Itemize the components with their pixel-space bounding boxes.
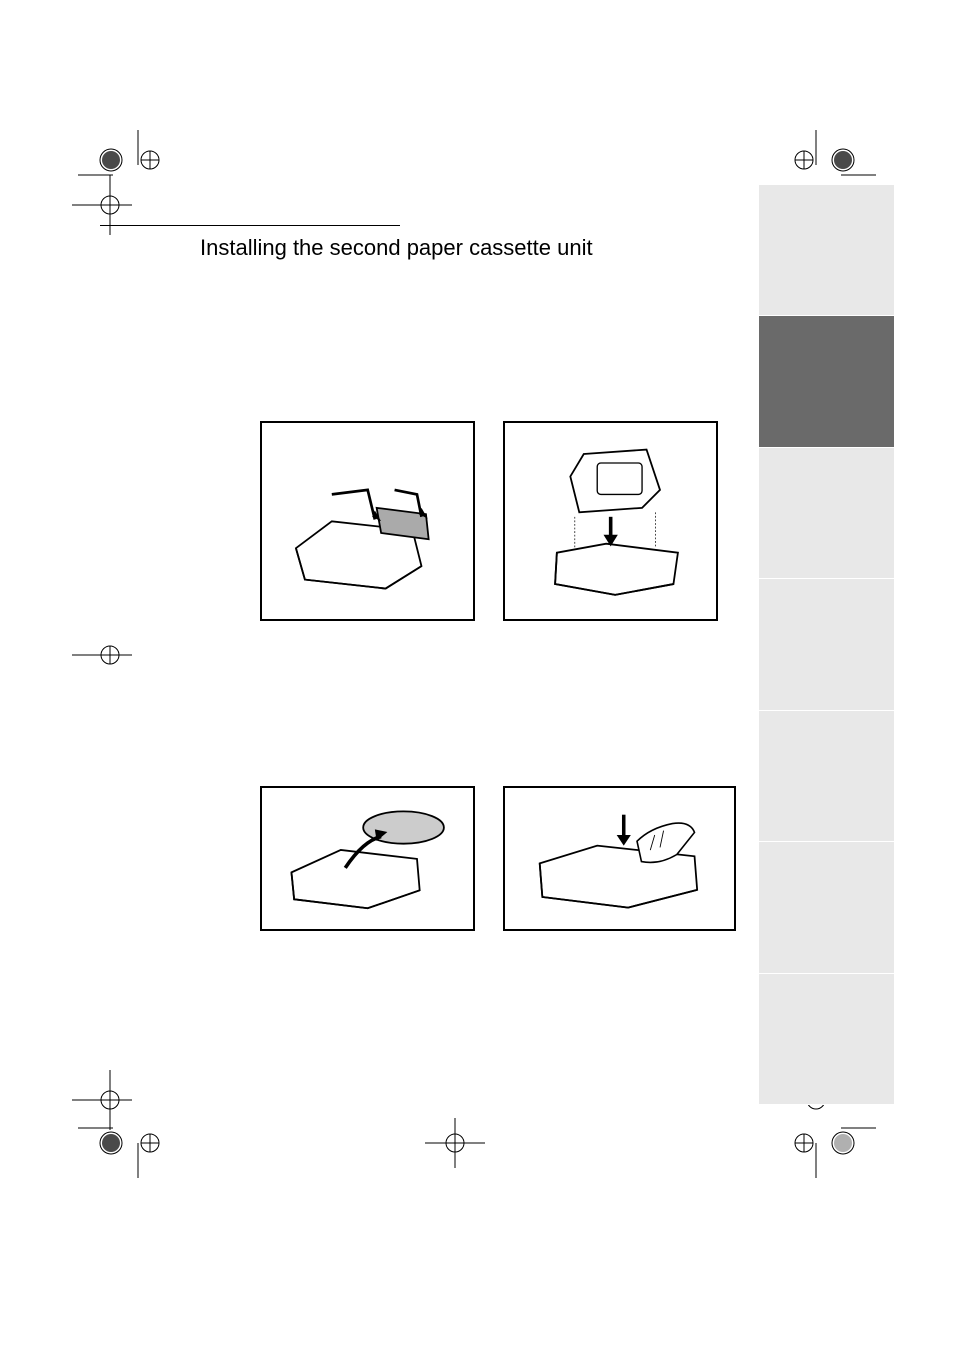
tab-1 [759, 185, 894, 316]
tab-4 [759, 579, 894, 710]
tab-6 [759, 842, 894, 973]
figure-row-2 [260, 786, 750, 931]
figure-1-cassette-cover [260, 421, 475, 621]
section-title: Installing the second paper cassette uni… [200, 235, 750, 261]
figure-2-printer-lowering [503, 421, 718, 621]
tab-5 [759, 711, 894, 842]
figure-4-hand-pressing [503, 786, 736, 931]
registration-mark-br [786, 1108, 876, 1198]
section-tabs-sidebar [759, 185, 894, 1105]
tab-2-active [759, 316, 894, 447]
page-content: Installing the second paper cassette uni… [100, 180, 750, 931]
figure-row-1 [260, 421, 750, 621]
registration-mark-bc [425, 1118, 485, 1178]
tab-7 [759, 974, 894, 1105]
registration-mark-bl [78, 1108, 168, 1198]
tab-3 [759, 448, 894, 579]
figure-3-lid-removal [260, 786, 475, 931]
